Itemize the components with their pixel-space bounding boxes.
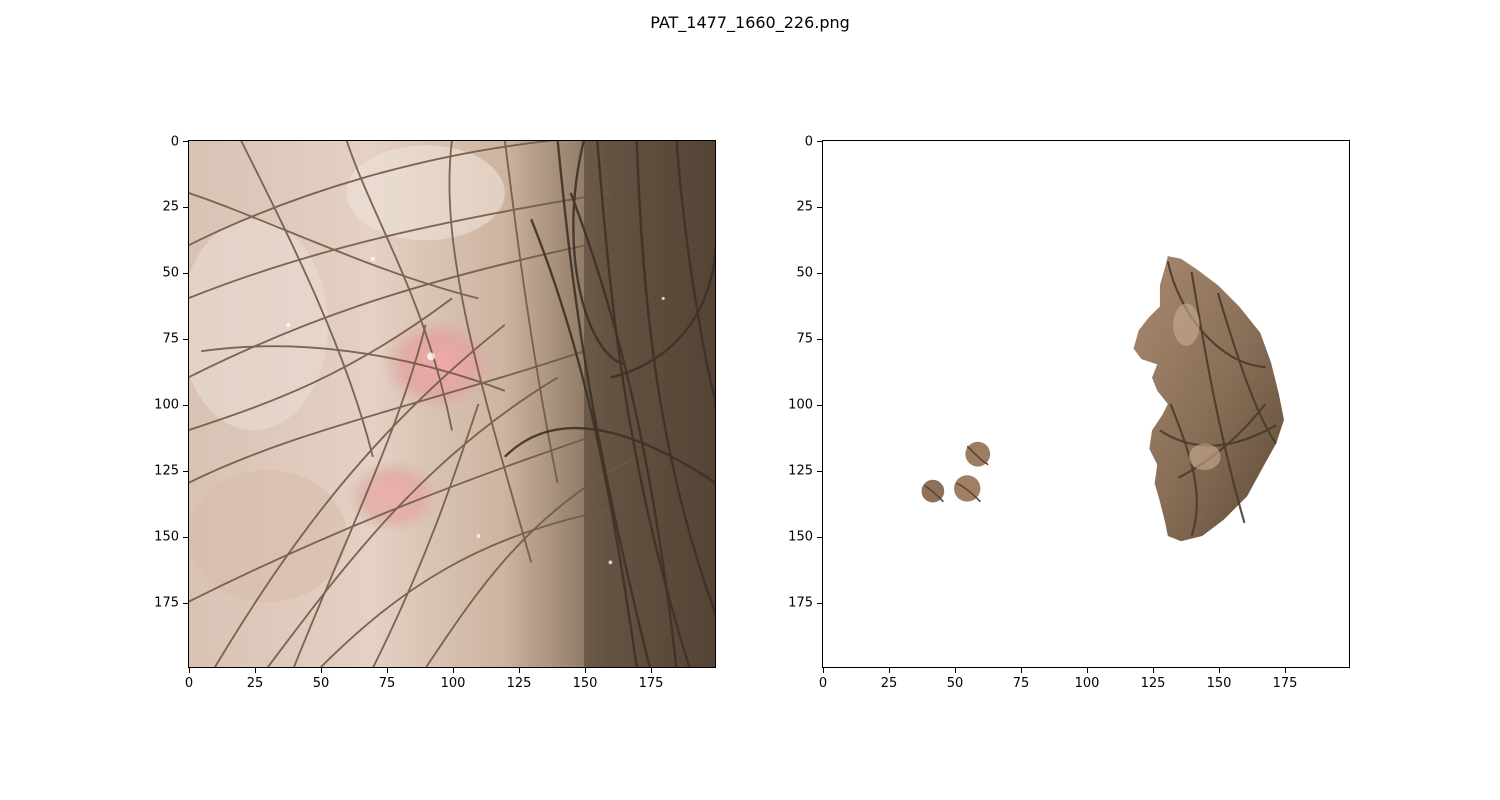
y-tick-label: 0 bbox=[170, 134, 179, 150]
x-tick-label: 0 bbox=[818, 676, 828, 691]
x-tick bbox=[453, 668, 454, 673]
original-image-panel: 0 25 50 75 100 125 150 175 0 25 50 75 10… bbox=[154, 135, 716, 691]
x-tick-label: 50 bbox=[946, 676, 964, 691]
x-tick bbox=[387, 668, 388, 673]
x-tick bbox=[255, 668, 256, 673]
x-tick bbox=[651, 668, 652, 673]
y-tick-label: 175 bbox=[154, 595, 179, 611]
x-tick bbox=[519, 668, 520, 673]
y-tick bbox=[817, 603, 822, 604]
y-tick bbox=[817, 273, 822, 274]
y-tick bbox=[183, 207, 188, 208]
y-tick-label: 100 bbox=[154, 397, 179, 413]
figure-title: PAT_1477_1660_226.png bbox=[650, 13, 850, 32]
segmented-image-panel: 0 25 50 75 100 125 150 175 0 25 50 75 10… bbox=[788, 135, 1350, 691]
x-tick-label: 25 bbox=[246, 676, 264, 691]
x-tick bbox=[1285, 668, 1286, 673]
x-tick-label: 150 bbox=[572, 676, 598, 691]
x-tick bbox=[321, 668, 322, 673]
y-tick bbox=[183, 405, 188, 406]
x-tick bbox=[889, 668, 890, 673]
segmented-lesion-image bbox=[822, 140, 1350, 668]
y-tick bbox=[183, 603, 188, 604]
x-tick-label: 100 bbox=[440, 676, 466, 691]
y-tick bbox=[817, 537, 822, 538]
scalp-photo bbox=[188, 140, 716, 668]
x-tick-label: 75 bbox=[1012, 676, 1030, 691]
y-tick bbox=[183, 141, 188, 142]
y-tick-label: 150 bbox=[788, 529, 813, 545]
x-tick bbox=[823, 668, 824, 673]
x-tick-label: 175 bbox=[638, 676, 664, 691]
y-tick-label: 50 bbox=[796, 265, 813, 281]
y-tick bbox=[817, 405, 822, 406]
y-tick bbox=[183, 339, 188, 340]
y-tick bbox=[817, 471, 822, 472]
x-tick-label: 175 bbox=[1272, 676, 1298, 691]
x-tick-label: 0 bbox=[184, 676, 194, 691]
y-tick-label: 150 bbox=[154, 529, 179, 545]
x-tick-label: 125 bbox=[1140, 676, 1166, 691]
y-tick-label: 125 bbox=[788, 463, 813, 479]
x-tick-label: 75 bbox=[378, 676, 396, 691]
y-tick bbox=[817, 339, 822, 340]
y-tick bbox=[817, 141, 822, 142]
main-lesion-region bbox=[1133, 256, 1284, 542]
y-tick-label: 50 bbox=[162, 265, 179, 281]
x-tick bbox=[1021, 668, 1022, 673]
x-tick-label: 125 bbox=[506, 676, 532, 691]
x-tick-label: 25 bbox=[880, 676, 898, 691]
x-tick bbox=[1219, 668, 1220, 673]
x-tick-label: 50 bbox=[312, 676, 330, 691]
y-tick bbox=[183, 273, 188, 274]
x-tick bbox=[1087, 668, 1088, 673]
x-tick bbox=[1153, 668, 1154, 673]
y-tick-label: 0 bbox=[804, 134, 813, 150]
x-tick-label: 100 bbox=[1074, 676, 1100, 691]
y-tick bbox=[817, 207, 822, 208]
x-tick bbox=[189, 668, 190, 673]
x-tick bbox=[585, 668, 586, 673]
x-tick-label: 150 bbox=[1206, 676, 1232, 691]
y-tick-label: 75 bbox=[162, 331, 179, 347]
y-tick-label: 25 bbox=[796, 199, 813, 215]
y-tick-label: 25 bbox=[162, 199, 179, 215]
small-lesion-spot bbox=[965, 441, 991, 467]
x-tick bbox=[955, 668, 956, 673]
y-tick-label: 75 bbox=[796, 331, 813, 347]
y-tick-label: 175 bbox=[788, 595, 813, 611]
y-tick bbox=[183, 471, 188, 472]
y-tick bbox=[183, 537, 188, 538]
y-tick-label: 125 bbox=[154, 463, 179, 479]
y-tick-label: 100 bbox=[788, 397, 813, 413]
